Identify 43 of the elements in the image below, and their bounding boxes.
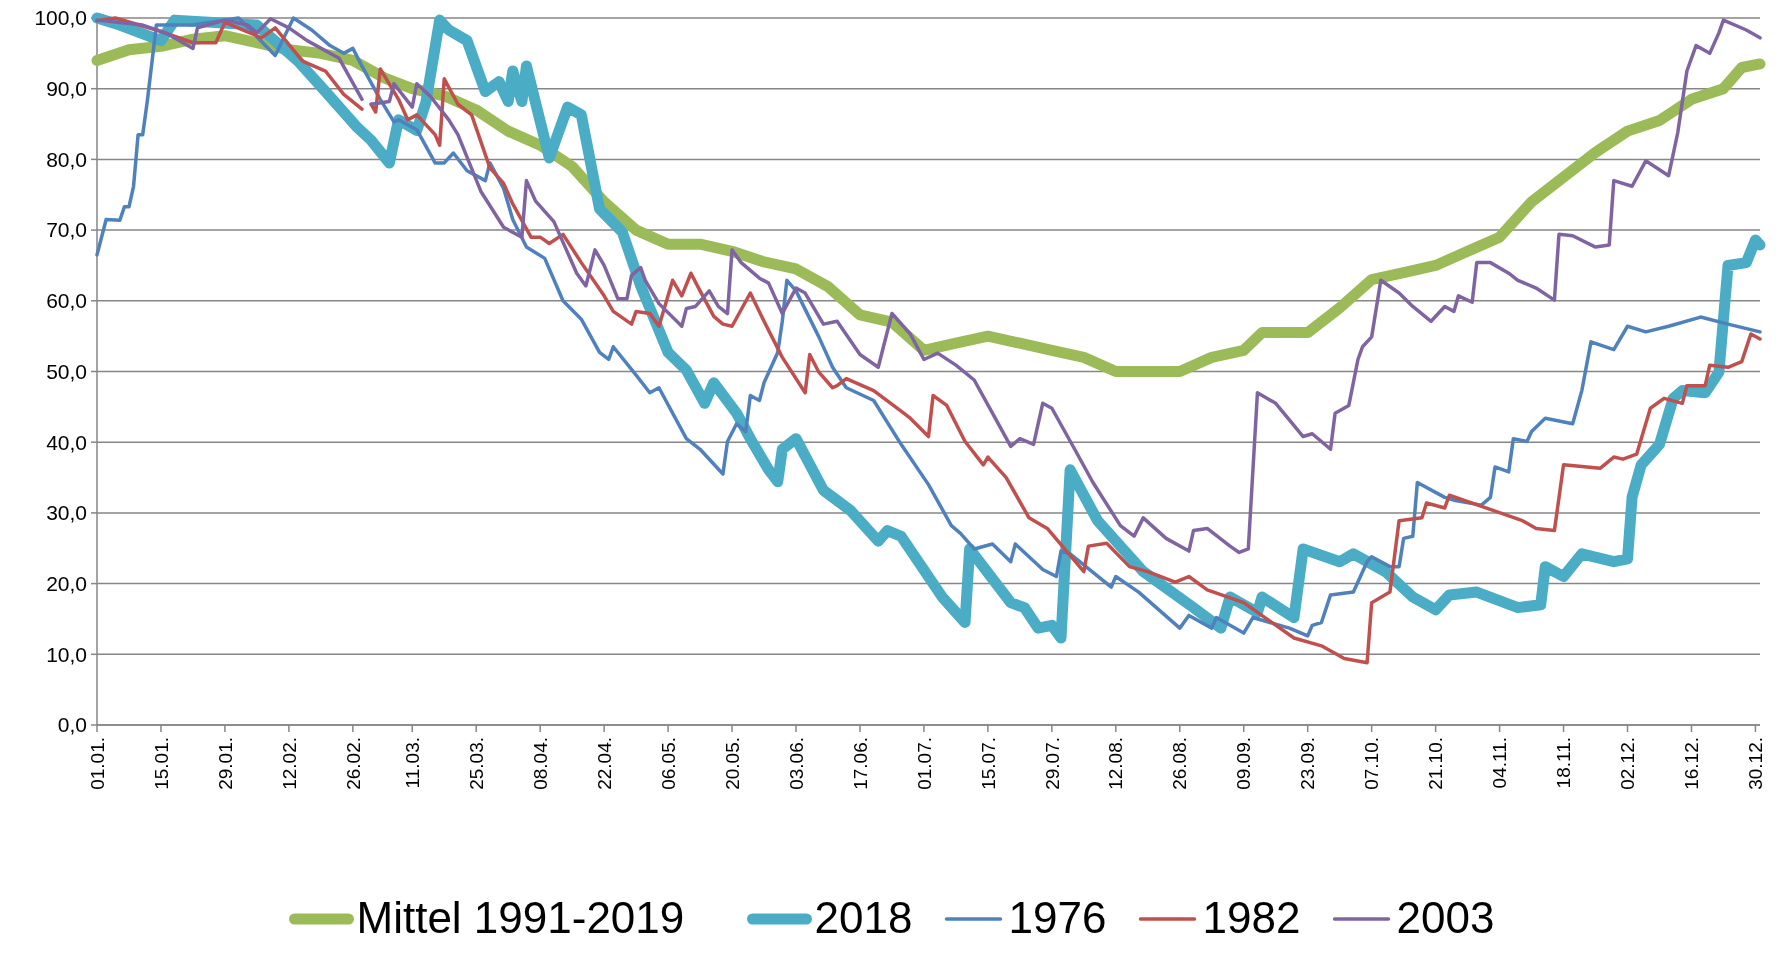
- y-tick-label: 30,0: [46, 501, 87, 525]
- legend-label: 2018: [814, 893, 913, 942]
- x-tick-label: 26.08.: [1169, 737, 1191, 790]
- y-tick-label: 20,0: [46, 571, 87, 595]
- x-tick-label: 30.12.: [1745, 737, 1767, 790]
- y-tick-label: 90,0: [46, 77, 87, 101]
- x-tick-label: 01.01.: [86, 737, 108, 790]
- x-tick-label: 03.06.: [785, 737, 807, 790]
- x-tick-label: 07.10.: [1361, 737, 1383, 790]
- x-tick-label: 01.07.: [913, 737, 935, 790]
- legend-label: 1976: [1008, 893, 1107, 942]
- x-tick-label: 12.02.: [278, 737, 300, 790]
- x-tick-label: 06.05.: [657, 737, 679, 790]
- y-tick-label: 60,0: [46, 289, 87, 313]
- y-tick-label: 50,0: [46, 359, 87, 383]
- y-tick-label: 0,0: [57, 713, 87, 737]
- x-tick-label: 17.06.: [849, 737, 871, 790]
- x-tick-label: 26.02.: [342, 737, 364, 790]
- x-tick-label: 21.10.: [1425, 737, 1447, 790]
- x-tick-label: 09.09.: [1233, 737, 1255, 790]
- legend-label: 2003: [1396, 893, 1495, 942]
- legend-label: 1982: [1202, 893, 1301, 942]
- y-tick-label: 80,0: [46, 147, 87, 171]
- y-tick-label: 100,0: [34, 6, 87, 30]
- y-tick-label: 10,0: [46, 642, 87, 666]
- x-tick-label: 20.05.: [721, 737, 743, 790]
- x-tick-label: 18.11.: [1553, 737, 1575, 789]
- legend-label: Mittel 1991-2019: [356, 893, 685, 942]
- x-tick-label: 29.07.: [1041, 737, 1063, 790]
- x-tick-label: 22.04.: [593, 737, 615, 790]
- x-tick-label: 23.09.: [1297, 737, 1319, 790]
- x-tick-label: 25.03.: [465, 737, 487, 790]
- x-tick-label: 02.12.: [1617, 737, 1639, 790]
- x-tick-label: 08.04.: [529, 737, 551, 790]
- x-tick-label: 04.11.: [1489, 737, 1511, 789]
- y-tick-label: 40,0: [46, 430, 87, 454]
- x-tick-label: 29.01.: [214, 737, 236, 790]
- x-tick-label: 11.03.: [401, 737, 423, 789]
- y-tick-label: 70,0: [46, 218, 87, 242]
- x-tick-label: 16.12.: [1681, 737, 1703, 790]
- x-tick-label: 15.07.: [977, 737, 999, 790]
- x-tick-label: 15.01.: [150, 737, 172, 790]
- x-tick-label: 12.08.: [1105, 737, 1127, 790]
